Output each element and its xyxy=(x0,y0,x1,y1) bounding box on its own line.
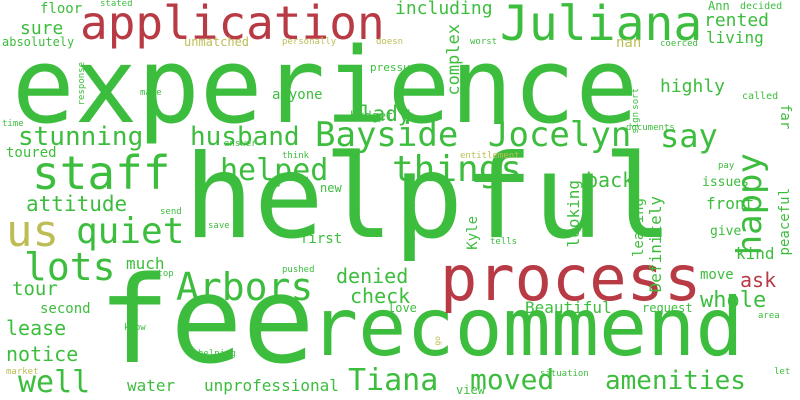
word-know: know xyxy=(124,323,146,333)
word-far: far xyxy=(777,104,793,130)
word-stunning: stunning xyxy=(18,122,144,152)
word-anyone: anyone xyxy=(272,87,323,103)
word-well: well xyxy=(18,365,91,400)
word-rented: rented xyxy=(704,10,770,31)
word-unmatched: unmatched xyxy=(184,35,250,49)
word-pushed: pushed xyxy=(282,265,315,275)
word-beautiful: Beautiful xyxy=(525,298,612,317)
word-second: second xyxy=(40,301,91,317)
word-looking: looking xyxy=(564,180,583,248)
word-pressure: pressure xyxy=(370,61,423,74)
word-us: us xyxy=(6,206,59,257)
word-fee: fee xyxy=(98,252,315,391)
word-kyle: Kyle xyxy=(465,216,481,250)
word-arbors: Arbors xyxy=(176,265,314,309)
word-market: market xyxy=(6,367,39,377)
word-request: request xyxy=(642,301,693,315)
word-check: check xyxy=(350,284,411,308)
word-recommend: recommend xyxy=(310,281,744,374)
word-tells: tells xyxy=(490,237,518,247)
word-let: let xyxy=(774,367,791,377)
word-lots: lots xyxy=(24,245,116,289)
word-response: response xyxy=(77,62,87,106)
word-think: think xyxy=(282,151,310,161)
word-quiet: quiet xyxy=(76,211,185,252)
word-documents: documents xyxy=(626,123,675,133)
word-living: living xyxy=(706,28,764,47)
word-notice: notice xyxy=(6,342,79,366)
word-complex: complex xyxy=(444,24,464,96)
word-lease: lease xyxy=(6,316,67,340)
word-decided: decided xyxy=(740,1,783,12)
word-leasing: leasing xyxy=(631,198,647,258)
word-time: time xyxy=(2,119,24,129)
word-called: called xyxy=(742,91,779,102)
word-bayside: Bayside xyxy=(315,115,459,155)
word-experience: experience xyxy=(12,25,639,147)
word-water: water xyxy=(127,376,176,395)
word-area: area xyxy=(758,311,780,321)
word-jocelyn: Jocelyn xyxy=(488,115,632,155)
word-move: move xyxy=(700,267,734,283)
word-tour: tour xyxy=(12,278,58,300)
word-budget: budget xyxy=(350,109,394,123)
word-tiana: Tiana xyxy=(348,363,439,398)
word-love: love xyxy=(388,301,417,315)
word-denied: denied xyxy=(336,264,409,288)
word-staff: staff xyxy=(32,146,171,200)
word-including: including xyxy=(395,0,493,19)
word-super: super xyxy=(403,200,419,243)
word-stop: stop xyxy=(152,269,174,279)
word-situation: situation xyxy=(540,369,589,379)
word-process: process xyxy=(440,242,702,315)
word-sure: sure xyxy=(20,18,64,39)
word-husband: husband xyxy=(190,122,300,152)
word-helpful: helpful xyxy=(184,130,673,265)
word-peaceful: peaceful xyxy=(777,188,793,256)
word-first: first xyxy=(300,231,343,247)
word-floor: floor xyxy=(40,1,83,17)
word-back: back xyxy=(586,168,635,192)
word-personally: personally xyxy=(282,37,337,47)
word-give: give xyxy=(710,224,742,239)
word-entitlement: entitlement xyxy=(460,151,520,161)
word-juliana: Juliana xyxy=(500,0,703,52)
word-whole: whole xyxy=(700,288,767,313)
word-view: view xyxy=(456,383,485,397)
word-things: things xyxy=(392,149,523,190)
word-coerced: coerced xyxy=(660,39,698,49)
word-toured: toured xyxy=(6,145,57,161)
word-moved: moved xyxy=(470,363,555,396)
word-worst: worst xyxy=(470,37,498,47)
word-front: front xyxy=(706,194,755,213)
word-helping: helping xyxy=(198,349,236,359)
word-unprofessional: unprofessional xyxy=(204,376,339,395)
word-ask: ask xyxy=(740,268,777,292)
word-say: say xyxy=(660,117,718,155)
word-helped: helped xyxy=(220,153,329,188)
word-sort: sort xyxy=(631,88,641,110)
word-pay: pay xyxy=(718,161,735,171)
word-issues: issues xyxy=(702,175,749,190)
word-definitely: Definitely xyxy=(646,196,665,293)
word-amenities: amenities xyxy=(605,366,746,396)
word-go: go xyxy=(433,336,442,346)
word-doesn: doesn xyxy=(376,37,404,47)
word-new: new xyxy=(320,181,342,195)
word-kind: kind xyxy=(736,244,775,263)
word-answer: answer xyxy=(224,139,257,149)
word-highly: highly xyxy=(660,76,726,97)
word-stated: stated xyxy=(100,0,133,9)
word-save: save xyxy=(208,221,230,231)
word-application: application xyxy=(80,0,385,50)
word-attitude: attitude xyxy=(26,192,128,216)
word-lady: lady xyxy=(360,102,411,126)
word-much: much xyxy=(126,254,165,273)
word-ann: Ann xyxy=(708,0,730,13)
word-make: make xyxy=(140,88,162,98)
word-absolutely: absolutely xyxy=(2,35,75,49)
word-nan: nan xyxy=(616,35,642,51)
word-send: send xyxy=(160,207,182,217)
